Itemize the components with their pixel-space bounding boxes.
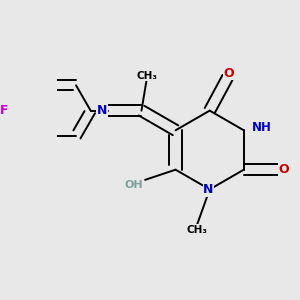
Text: CH₃: CH₃ [187, 224, 208, 235]
Text: F: F [0, 104, 8, 117]
Text: N: N [97, 104, 107, 117]
Text: O: O [224, 67, 234, 80]
Text: O: O [279, 163, 289, 176]
Text: NH: NH [251, 121, 271, 134]
Text: N: N [203, 183, 214, 196]
Text: CH₃: CH₃ [136, 70, 157, 81]
Text: OH: OH [124, 180, 143, 190]
